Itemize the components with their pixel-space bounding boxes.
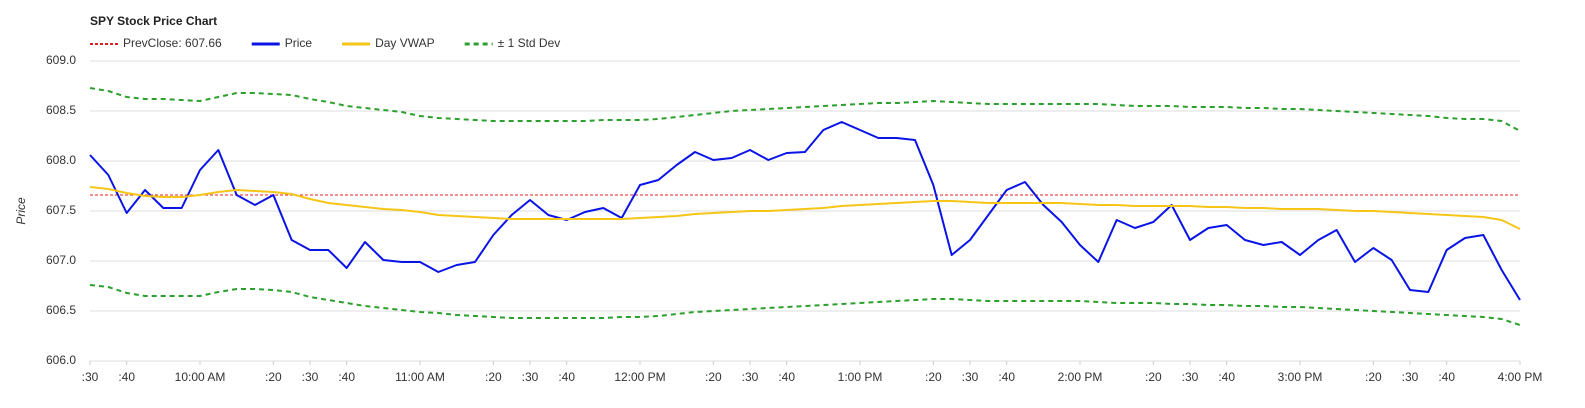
x-tick-label: :40: [1438, 370, 1455, 384]
x-tick-label: :40: [338, 370, 355, 384]
series-line: [89, 186, 1521, 230]
x-tick-label: :40: [778, 370, 795, 384]
series-line: [89, 284, 1521, 326]
y-tick-label: 608.5: [46, 103, 76, 117]
x-tick-label: :30: [302, 370, 319, 384]
legend-label: PrevClose: 607.66: [123, 36, 222, 50]
legend-label: Day VWAP: [375, 36, 435, 50]
x-tick-label: :30: [82, 370, 99, 384]
y-tick-label: 607.5: [46, 203, 76, 217]
chart-title: SPY Stock Price Chart: [90, 14, 217, 28]
x-tick-label: :30: [522, 370, 539, 384]
series-line: [89, 121, 1521, 301]
x-tick-label: 2:00 PM: [1058, 370, 1103, 384]
x-tick-label: :20: [705, 370, 722, 384]
x-tick-label: :40: [1218, 370, 1235, 384]
x-tick-label: :30: [1402, 370, 1419, 384]
series-line: [89, 87, 1521, 132]
x-tick-label: :30: [742, 370, 759, 384]
x-tick-label: :20: [1365, 370, 1382, 384]
x-tick-label: 10:00 AM: [175, 370, 226, 384]
x-tick-label: :30: [1182, 370, 1199, 384]
y-tick-label: 608.0: [46, 153, 76, 167]
x-tick-label: 11:00 AM: [395, 370, 445, 384]
x-tick-label: :20: [485, 370, 502, 384]
y-tick-label: 607.0: [46, 253, 76, 267]
x-tick-label: :40: [118, 370, 135, 384]
x-tick-label: :40: [998, 370, 1015, 384]
x-tick-label: :40: [558, 370, 575, 384]
y-tick-label: 609.0: [46, 53, 76, 67]
x-tick-label: :20: [1145, 370, 1162, 384]
x-tick-label: :30: [962, 370, 979, 384]
x-tick-label: 3:00 PM: [1278, 370, 1323, 384]
y-tick-label: 606.5: [46, 303, 76, 317]
y-axis-label: Price: [14, 197, 28, 225]
x-tick-label: :20: [265, 370, 282, 384]
x-tick-label: :20: [925, 370, 942, 384]
legend-label: ± 1 Std Dev: [498, 36, 561, 50]
x-tick-label: 4:00 PM: [1498, 370, 1543, 384]
x-tick-label: 12:00 PM: [614, 370, 665, 384]
y-tick-label: 606.0: [46, 353, 76, 367]
x-tick-label: 1:00 PM: [838, 370, 883, 384]
legend-label: Price: [285, 36, 313, 50]
